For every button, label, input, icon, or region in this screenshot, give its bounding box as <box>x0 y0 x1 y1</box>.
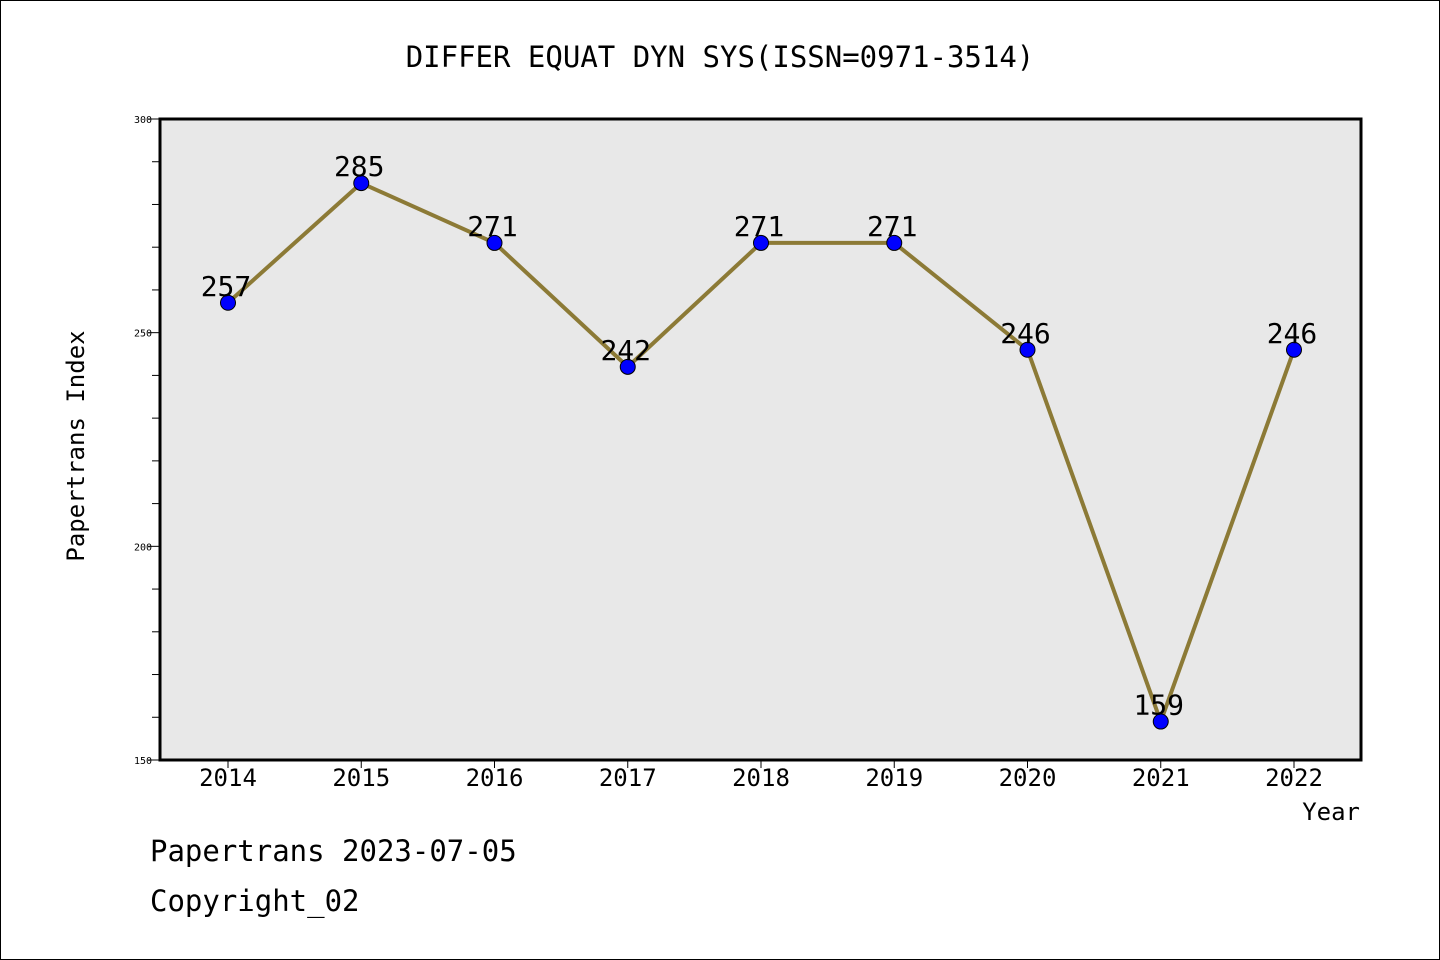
footer-date: Papertrans 2023-07-05 <box>150 834 517 868</box>
data-points <box>220 175 1302 730</box>
data-point <box>619 358 636 375</box>
data-label: 246 <box>1000 317 1051 350</box>
x-axis: 2014 2015 2016 2017 2018 2019 2020 2021 2022 <box>199 760 1323 792</box>
data-label: 246 <box>1267 317 1318 350</box>
x-tick-label: 2017 <box>599 764 657 792</box>
data-point <box>1019 341 1036 358</box>
y-axis: 150 200 250 300 <box>134 115 160 767</box>
x-tick-label: 2016 <box>466 764 524 792</box>
data-point <box>220 294 236 311</box>
x-tick-label: 2020 <box>999 764 1057 792</box>
x-tick-label: 2015 <box>332 764 390 792</box>
data-point <box>886 234 903 251</box>
data-label: 257 <box>201 270 252 303</box>
data-point <box>486 234 503 251</box>
x-tick-label: 2018 <box>732 764 790 792</box>
data-label: 271 <box>867 210 918 243</box>
x-tick-label: 2014 <box>199 764 257 792</box>
data-point <box>1286 341 1302 358</box>
data-point <box>353 175 370 192</box>
x-tick-label: 2022 <box>1265 764 1323 792</box>
y-tick-label: 300 <box>134 115 152 126</box>
y-tick-label: 200 <box>134 542 152 553</box>
data-labels: 257 285 271 242 271 271 246 159 246 <box>201 150 1318 721</box>
data-label: 271 <box>467 210 518 243</box>
chart-title: DIFFER EQUAT DYN SYS(ISSN=0971-3514) <box>406 40 1035 74</box>
x-axis-label: Year <box>1302 798 1360 826</box>
footer-copyright: Copyright_02 <box>150 884 360 918</box>
data-label: 159 <box>1133 689 1184 722</box>
x-tick-label: 2021 <box>1132 764 1190 792</box>
plot-area <box>158 117 1363 762</box>
data-label: 271 <box>734 210 785 243</box>
data-point <box>1152 713 1169 730</box>
data-label: 285 <box>334 150 385 183</box>
data-label: 242 <box>600 334 651 367</box>
y-tick-label: 250 <box>134 329 152 340</box>
data-point <box>753 234 769 251</box>
y-tick-label: 150 <box>134 756 152 767</box>
y-axis-label: Papertrans Index <box>62 330 90 561</box>
x-tick-label: 2019 <box>865 764 923 792</box>
